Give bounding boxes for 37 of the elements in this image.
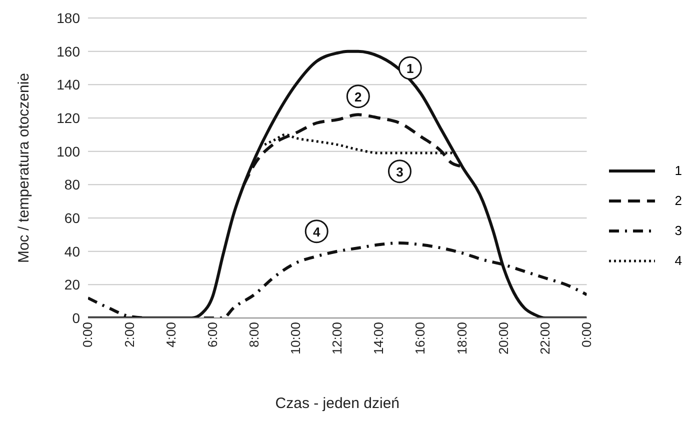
y-tick-label: 20 [64,276,80,293]
x-tick-label: 22:00 [537,322,552,355]
y-tick-label: 140 [56,76,80,93]
y-tick-label: 160 [56,43,80,60]
legend-label: 1 [674,163,682,178]
x-tick-label: 18:00 [454,322,470,355]
y-tick-label: 100 [56,143,80,160]
x-tick-label: 12:00 [330,322,345,355]
y-tick-label: 120 [56,110,80,126]
circled-label: 1 [398,56,422,80]
x-tick-label: 16:00 [412,322,428,355]
x-tick-label: 20:00 [496,322,511,355]
y-tick-label: 0 [72,310,80,326]
y-tick-label: 40 [64,243,80,260]
x-tick-label: 8:00 [246,322,262,348]
annotation: 4 [312,224,321,240]
x-axis-title: Czas - jeden dzień [275,395,400,412]
y-tick-label: 80 [64,176,80,193]
annotation: 1 [406,61,414,76]
circled-label: 4 [304,220,328,244]
x-tick-label: 0:00 [578,322,594,348]
annotation: 2 [354,89,362,104]
x-tick-label: 4:00 [163,322,178,348]
legend-label: 2 [674,193,682,208]
x-tick-label: 14:00 [371,322,386,355]
circled-label: 2 [346,84,370,108]
legend-label: 4 [674,253,682,268]
y-tick-label: 180 [56,10,80,26]
x-tick-label: 2:00 [122,322,137,348]
legend-label: 3 [674,223,682,238]
x-tick-label: 10:00 [288,322,304,355]
x-tick-label: 0:00 [80,322,96,348]
y-tick-label: 60 [64,210,80,226]
circled-label: 3 [388,160,412,184]
y-axis-title: Moc / temperatura otoczenie [15,72,32,264]
x-tick-label: 6:00 [204,322,220,348]
annotation: 3 [396,164,404,180]
